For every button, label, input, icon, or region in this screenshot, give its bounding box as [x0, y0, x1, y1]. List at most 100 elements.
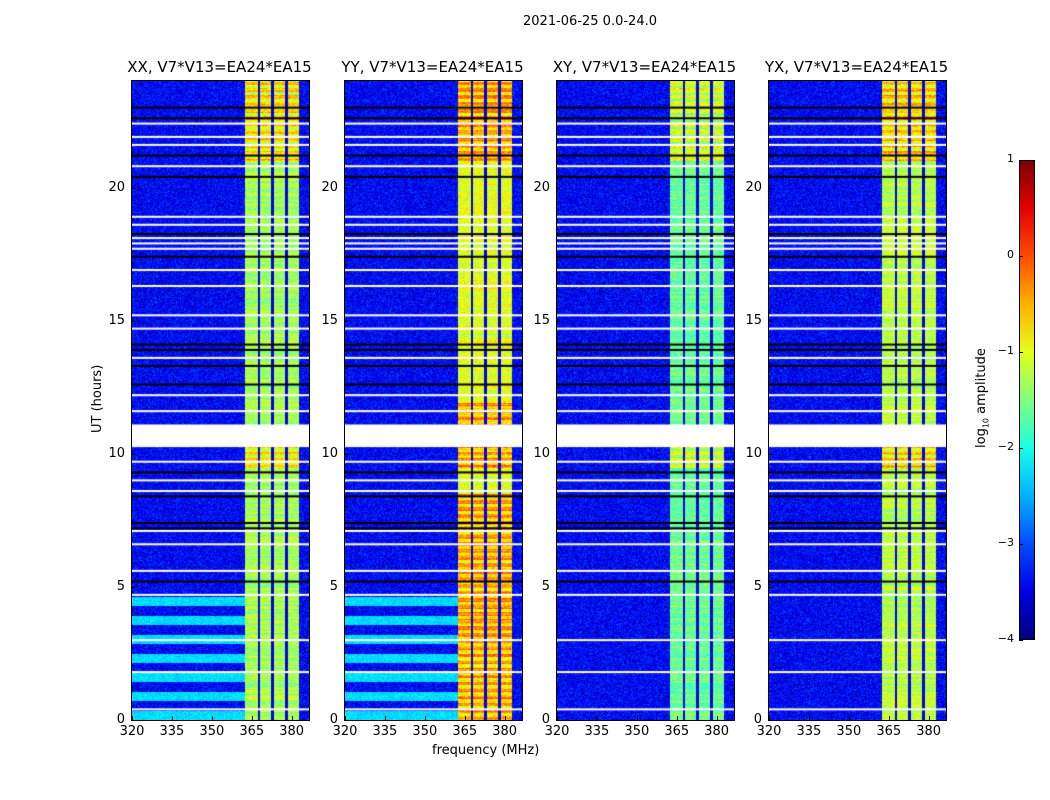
y-tick-label: 5 — [116, 578, 125, 594]
y-tick-mark — [344, 720, 348, 721]
x-tick-label: 320 — [544, 724, 570, 739]
x-tick-label: 365 — [239, 724, 265, 739]
y-tick-mark — [344, 187, 348, 189]
x-tick-label: 350 — [199, 724, 225, 739]
y-tick-mark — [131, 453, 135, 455]
x-tick-label: 350 — [412, 724, 438, 739]
x-tick-mark — [716, 716, 718, 720]
y-tick-mark — [768, 720, 772, 721]
x-tick-mark — [384, 716, 386, 720]
y-tick-label: 10 — [321, 445, 338, 461]
x-tick-label: 335 — [584, 724, 610, 739]
y-tick-label: 20 — [745, 179, 762, 195]
y-tick-label: 0 — [753, 712, 762, 727]
spectrogram-panel — [344, 80, 523, 721]
spectrogram-heatmap — [345, 81, 522, 720]
y-tick-mark — [131, 320, 135, 322]
y-tick-mark — [131, 586, 135, 588]
y-tick-mark — [131, 720, 135, 721]
x-tick-mark — [888, 716, 890, 720]
y-tick-label: 0 — [541, 712, 550, 727]
x-tick-label: 335 — [159, 724, 185, 739]
y-tick-label: 5 — [753, 578, 762, 594]
colorbar-tick-label: −1 — [997, 344, 1014, 357]
y-tick-label: 20 — [321, 179, 338, 195]
colorbar — [1019, 160, 1035, 640]
x-tick-label: 320 — [756, 724, 782, 739]
x-tick-mark — [504, 716, 506, 720]
x-tick-mark — [557, 716, 558, 720]
panel-title: YY, V7*V13=EA24*EA15 — [341, 58, 524, 76]
y-tick-mark — [768, 453, 772, 455]
panel-title: XX, V7*V13=EA24*EA15 — [127, 58, 312, 76]
colorbar-tick-label: −4 — [997, 632, 1014, 645]
x-tick-label: 365 — [664, 724, 690, 739]
y-tick-label: 10 — [745, 445, 762, 461]
x-tick-label: 365 — [876, 724, 902, 739]
x-tick-mark — [848, 716, 850, 720]
x-tick-label: 365 — [452, 724, 478, 739]
spectrogram-panel — [768, 80, 947, 721]
y-tick-label: 5 — [541, 578, 550, 594]
y-tick-label: 15 — [321, 312, 338, 328]
colorbar-tick-label: −2 — [997, 440, 1014, 453]
colorbar-tick-mark — [1019, 352, 1023, 353]
y-tick-label: 15 — [108, 312, 125, 328]
y-tick-mark — [556, 187, 560, 189]
x-tick-label: 335 — [372, 724, 398, 739]
y-tick-mark — [344, 320, 348, 322]
x-tick-mark — [676, 716, 678, 720]
spectrogram-panel — [556, 80, 735, 721]
x-tick-mark — [769, 716, 770, 720]
colorbar-tick-mark — [1019, 448, 1023, 449]
y-tick-mark — [344, 453, 348, 455]
y-tick-label: 15 — [745, 312, 762, 328]
colorbar-tick-mark — [1019, 640, 1023, 641]
y-tick-mark — [768, 320, 772, 322]
colorbar-tick-mark — [1019, 256, 1023, 257]
colorbar-tick-mark — [1019, 544, 1023, 545]
colorbar-tick-mark — [1019, 160, 1023, 161]
x-tick-label: 350 — [836, 724, 862, 739]
colorbar-tick-label: −3 — [997, 536, 1014, 549]
y-tick-mark — [556, 720, 560, 721]
x-tick-label: 380 — [704, 724, 730, 739]
figure-title: 2021-06-25 0.0-24.0 — [523, 14, 657, 29]
x-tick-mark — [808, 716, 810, 720]
spectrogram-heatmap — [769, 81, 946, 720]
x-tick-mark — [132, 716, 133, 720]
y-axis-label: UT (hours) — [90, 364, 105, 433]
x-axis-label: frequency (MHz) — [432, 743, 540, 758]
x-tick-mark — [171, 716, 173, 720]
x-tick-mark — [291, 716, 293, 720]
x-tick-mark — [424, 716, 426, 720]
x-tick-mark — [464, 716, 466, 720]
y-tick-mark — [556, 320, 560, 322]
colorbar-label-sub: 10 — [981, 417, 991, 429]
y-tick-mark — [556, 586, 560, 588]
y-tick-label: 0 — [329, 712, 338, 727]
colorbar-label: log10 amplitude — [974, 348, 991, 448]
spectrogram-panel — [131, 80, 310, 721]
y-tick-label: 20 — [108, 179, 125, 195]
y-tick-label: 10 — [533, 445, 550, 461]
y-tick-mark — [556, 453, 560, 455]
x-tick-label: 380 — [492, 724, 518, 739]
y-tick-label: 20 — [533, 179, 550, 195]
colorbar-label-rest: amplitude — [974, 348, 989, 418]
y-tick-mark — [131, 187, 135, 189]
x-tick-label: 320 — [119, 724, 145, 739]
x-tick-mark — [596, 716, 598, 720]
x-tick-label: 380 — [279, 724, 305, 739]
spectrogram-heatmap — [557, 81, 734, 720]
x-tick-mark — [211, 716, 213, 720]
y-tick-label: 5 — [329, 578, 338, 594]
y-tick-label: 15 — [533, 312, 550, 328]
y-tick-mark — [768, 187, 772, 189]
panel-title: YX, V7*V13=EA24*EA15 — [764, 58, 949, 76]
x-tick-mark — [345, 716, 346, 720]
panel-title: XY, V7*V13=EA24*EA15 — [552, 58, 737, 76]
colorbar-tick-label: 1 — [1007, 152, 1014, 165]
x-tick-label: 380 — [916, 724, 942, 739]
